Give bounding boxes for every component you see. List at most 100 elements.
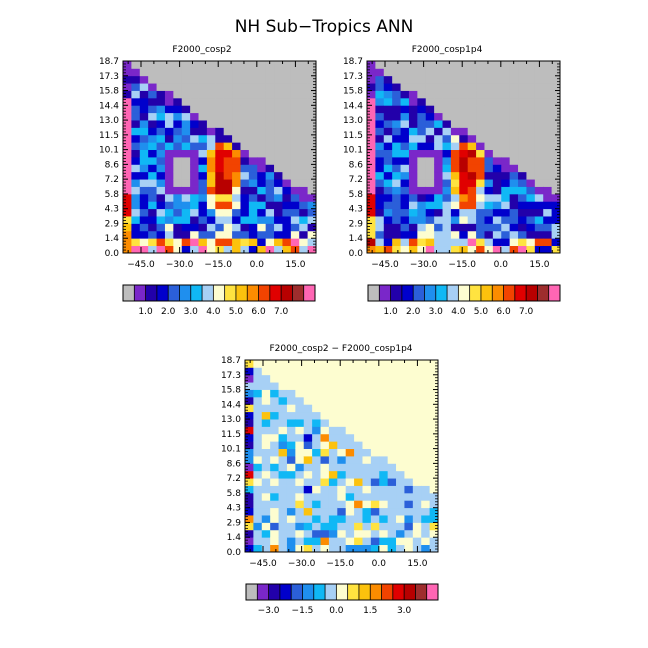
heatmap-cell: [450, 68, 460, 77]
heatmap-cell: [245, 419, 254, 427]
heatmap-cell: [434, 179, 443, 187]
heatmap-cell: [518, 142, 527, 151]
heatmap-cell: [450, 105, 460, 114]
heatmap-cell: [387, 544, 397, 553]
heatmap-cell: [459, 90, 469, 99]
heatmap-cell: [404, 544, 414, 553]
heatmap-cell: [299, 186, 309, 195]
heatmap-cell: [375, 68, 385, 77]
heatmap-cell: [131, 208, 141, 217]
heatmap-cell: [173, 83, 183, 91]
heatmap-cell: [253, 404, 263, 413]
heatmap-cell: [429, 492, 439, 501]
heatmap-cell: [131, 223, 141, 232]
heatmap-cell: [370, 404, 380, 413]
heatmap-cell: [476, 149, 485, 158]
heatmap-cell: [198, 75, 208, 84]
colorbar-swatch: [202, 285, 214, 301]
heatmap-cell: [450, 90, 460, 99]
heatmap-cell: [354, 492, 363, 501]
heatmap-cell: [551, 120, 561, 128]
heatmap-cell: [164, 171, 174, 180]
heatmap-cell: [139, 208, 149, 217]
heatmap-cell: [215, 230, 225, 239]
heatmap-cell: [392, 120, 401, 128]
heatmap-cell: [282, 157, 292, 165]
heatmap-cell: [253, 382, 263, 390]
heatmap-cell: [492, 216, 502, 224]
heatmap-cell: [534, 208, 544, 217]
heatmap-cell: [467, 105, 477, 114]
heatmap-cell: [274, 112, 283, 121]
heatmap-cell: [429, 411, 439, 420]
heatmap-cell: [392, 83, 401, 91]
colorbar-swatch: [381, 584, 394, 600]
heatmap-cell: [417, 105, 427, 114]
heatmap-cell: [367, 230, 376, 239]
colorbar-swatch: [279, 584, 292, 600]
heatmap-cell: [362, 537, 372, 546]
heatmap-cell: [206, 238, 216, 247]
heatmap-cell: [265, 157, 275, 165]
heatmap-cell: [240, 179, 250, 187]
heatmap-cell: [131, 112, 141, 121]
heatmap-cell: [206, 149, 216, 158]
heatmap-cell: [434, 105, 443, 114]
heatmap-cell: [367, 223, 376, 232]
heatmap-cell: [248, 171, 258, 180]
heatmap-cell: [367, 142, 376, 151]
heatmap-cell: [303, 492, 313, 501]
y-tick-label: 8.6: [227, 459, 242, 469]
heatmap-cell: [526, 164, 536, 173]
heatmap-cell: [367, 149, 376, 158]
heatmap-cell: [198, 245, 208, 254]
heatmap-cell: [274, 75, 283, 84]
heatmap-cell: [421, 492, 431, 501]
heatmap-cell: [173, 223, 183, 232]
heatmap-cell: [383, 157, 393, 165]
heatmap-cell: [190, 75, 199, 84]
heatmap-cell: [198, 61, 208, 69]
heatmap-cell: [450, 97, 460, 106]
heatmap-cell: [123, 61, 132, 69]
heatmap-cell: [181, 201, 191, 210]
plot-frame: [366, 60, 561, 254]
heatmap-cell: [370, 544, 380, 553]
heatmap-cell: [404, 515, 414, 523]
plot-frame: [122, 60, 317, 254]
heatmap-cell: [421, 367, 431, 376]
heatmap-cell: [312, 404, 321, 413]
heatmap-cell: [354, 448, 363, 457]
heatmap-cell: [248, 179, 258, 187]
heatmap-cell: [190, 230, 199, 239]
heatmap-cell: [392, 164, 401, 173]
colorbar-swatch: [514, 285, 527, 301]
heatmap-cell: [392, 75, 401, 84]
heatmap-cell: [442, 171, 452, 180]
heatmap-cell: [476, 105, 485, 114]
heatmap-cell: [501, 223, 511, 232]
heatmap-cell: [215, 245, 225, 254]
heatmap-cell: [396, 367, 405, 376]
heatmap-cell: [223, 83, 233, 91]
heatmap-cell: [518, 68, 527, 77]
colorbar-swatch: [190, 285, 203, 301]
heatmap-cell: [412, 529, 422, 538]
heatmap-cell: [421, 426, 431, 435]
heatmap-cell: [295, 515, 305, 523]
heatmap-cell: [387, 529, 397, 538]
heatmap-cell: [362, 500, 372, 509]
heatmap-cell: [270, 463, 279, 472]
heatmap-cell: [198, 112, 208, 121]
heatmap-cell: [375, 179, 385, 187]
heatmap-cell: [434, 149, 443, 158]
heatmap-cell: [240, 245, 250, 254]
heatmap-cell: [367, 208, 376, 217]
heatmap-cell: [467, 216, 477, 224]
heatmap-cell: [429, 470, 439, 479]
heatmap-cell: [265, 171, 275, 180]
heatmap-cell: [198, 90, 208, 99]
heatmap-cell: [173, 186, 183, 195]
heatmap-cell: [400, 201, 410, 210]
heatmap-cell: [274, 120, 283, 128]
